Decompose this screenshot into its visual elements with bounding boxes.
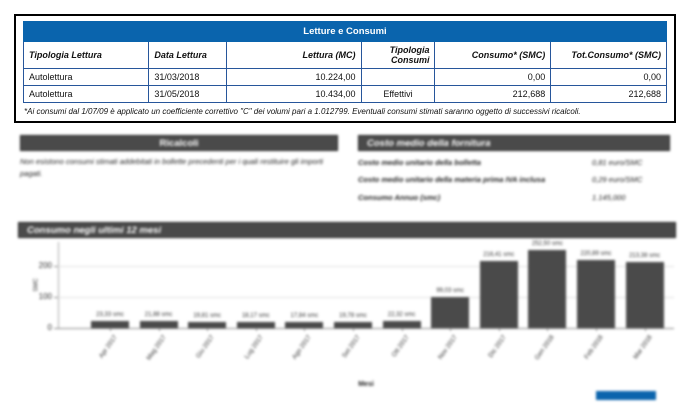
table-row: Autolettura 31/03/2018 10.224,00 0,00 0,…: [22, 68, 667, 86]
bar-value-label: 19,78 smc: [339, 312, 367, 319]
costo-row: Costo medio unitario della materia prima…: [358, 174, 670, 185]
consumption-chart-section: Consumo negli ultimi 12 mesi SMC Mesi 0 1…: [18, 222, 676, 400]
chart-bar: [625, 261, 664, 328]
x-axis-tick: [401, 328, 403, 331]
costo-medio-section: Costo medio della fornitura Costo medio …: [358, 135, 670, 203]
x-axis-tick: [304, 328, 306, 331]
col-header-tipologia-consumi: Tipologia Consumi: [360, 41, 436, 69]
cell-tipologia-consumi: Effettivi: [360, 85, 436, 103]
chart-bar: [285, 322, 324, 328]
x-axis-line: [58, 328, 674, 329]
y-axis-line: [58, 242, 59, 328]
table-row: Autolettura 31/05/2018 10.434,00 Effetti…: [22, 85, 667, 103]
x-axis-tick: [644, 328, 646, 331]
costo-row-label: Consumo Annuo (smc): [358, 192, 441, 202]
chart-bar: [188, 321, 227, 328]
ricalcoli-header: Ricalcoli: [20, 135, 338, 151]
y-axis-tick: [54, 266, 58, 267]
bar-value-label: 17,84 smc: [290, 313, 319, 320]
y-axis-tick-label: 200: [38, 261, 52, 270]
chart-bar: [236, 322, 275, 328]
y-axis-tick-label: 100: [38, 292, 52, 301]
costo-medio-header: Costo medio della fornitura: [358, 135, 670, 151]
bar-value-label: 213,38 smc: [629, 252, 661, 259]
cell-tipologia-lettura: Autolettura: [22, 85, 150, 103]
letture-consumi-table: Letture e Consumi Tipologia Lettura Data…: [22, 21, 667, 103]
y-axis-tick: [54, 328, 58, 329]
chart-bar: [382, 321, 421, 328]
costo-row-value: 0,29 euro/SMC: [592, 175, 643, 185]
x-axis-tick: [207, 328, 209, 331]
y-axis-title: SMC: [33, 278, 40, 292]
cutoff-blue-bar: [596, 391, 656, 400]
bar-value-label: 21,88 smc: [144, 312, 173, 319]
bar-value-label: 23,33 smc: [96, 311, 124, 318]
cell-lettura-mc: 10.224,00: [225, 68, 362, 86]
chart-bar: [334, 321, 372, 328]
col-header-lettura-mc: Lettura (MC): [225, 41, 362, 69]
cell-lettura-mc: 10.434,00: [225, 85, 362, 103]
costo-row: Consumo Annuo (smc) 1.145,000: [358, 192, 670, 203]
col-header-consumo-smc: Consumo* (SMC): [434, 41, 552, 69]
col-header-tipologia-lettura: Tipologia Lettura: [22, 41, 150, 69]
y-axis-tick: [54, 297, 58, 298]
cell-consumo-smc: 0,00: [434, 68, 552, 86]
cell-tipologia-lettura: Autolettura: [22, 68, 150, 86]
cell-data-lettura: 31/03/2018: [148, 68, 227, 86]
y-axis-tick-label: 0: [47, 323, 52, 332]
bar-value-label: 216,41 smc: [483, 251, 515, 258]
col-header-tot-consumo-smc: Tot.Consumo* (SMC): [550, 41, 667, 69]
col-header-data-lettura: Data Lettura: [148, 41, 227, 69]
x-axis-tick: [110, 328, 111, 331]
x-axis-tick: [158, 328, 160, 331]
x-axis-title: Mesi: [358, 381, 374, 388]
x-axis-tick: [450, 328, 452, 331]
costo-row-label: Costo medio unitario della materia prima…: [358, 175, 546, 185]
chart-bar: [577, 259, 615, 328]
bar-value-label: 19,81 smc: [193, 312, 222, 319]
x-axis-tick: [353, 328, 354, 331]
bar-value-label: 220,89 smc: [580, 250, 612, 257]
cell-consumo-smc: 212,688: [434, 85, 552, 103]
costo-row-value: 1.145,000: [592, 192, 626, 202]
x-axis-tick: [547, 328, 549, 331]
x-axis-tick-label: Mar 2018: [631, 334, 654, 361]
letture-e-consumi-box: Letture e Consumi Tipologia Lettura Data…: [14, 14, 676, 123]
bar-value-label: 252,50 smc: [531, 240, 563, 247]
costo-row-value: 0,81 euro/SMC: [592, 158, 643, 167]
costo-row-label: Costo medio unitario della bolletta: [358, 158, 481, 167]
cell-tipologia-consumi: [360, 68, 436, 86]
consumption-chart-plot: SMC Mesi 0 100 200 23,33 smc Apr 2017 21,88 s…: [18, 238, 676, 400]
cell-tot-consumo-smc: 0,00: [550, 68, 667, 86]
chart-bar: [139, 321, 178, 328]
bar-value-label: 22,32 smc: [387, 312, 416, 319]
table-footnote: *Ai consumi dal 1/07/09 è applicato un c…: [24, 107, 581, 116]
ricalcoli-section: Ricalcoli Non esistono consumi stimati a…: [20, 135, 338, 179]
chart-bar: [91, 320, 129, 328]
x-axis-tick: [255, 328, 257, 331]
x-axis-tick: [596, 328, 597, 331]
costo-row: Costo medio unitario della bolletta 0,81…: [358, 157, 670, 168]
chart-gridline: [58, 297, 674, 298]
cell-tot-consumo-smc: 212,688: [550, 85, 667, 103]
chart-bar: [431, 297, 470, 328]
ricalcoli-text: Non esistono consumi stimati addebitati …: [20, 157, 324, 178]
bar-value-label: 99,03 smc: [436, 288, 465, 295]
x-axis-tick: [498, 328, 500, 331]
chart-gridline: [58, 266, 674, 267]
cell-data-lettura: 31/05/2018: [148, 85, 227, 103]
table-title: Letture e Consumi: [23, 21, 667, 42]
chart-bar: [479, 260, 518, 328]
chart-bar: [528, 249, 567, 328]
bar-value-label: 18,17 smc: [241, 313, 270, 320]
chart-title: Consumo negli ultimi 12 mesi: [18, 222, 676, 238]
